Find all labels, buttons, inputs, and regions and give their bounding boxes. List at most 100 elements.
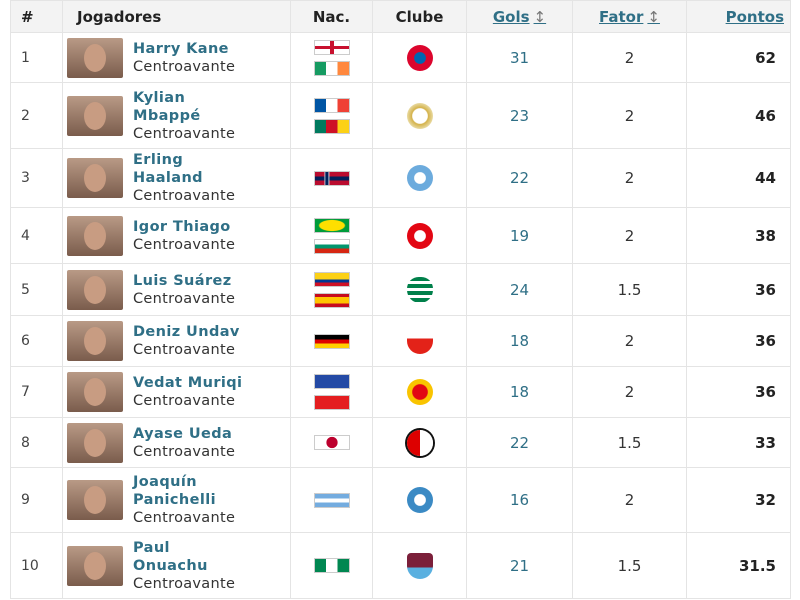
club-cell xyxy=(372,207,467,264)
flag-germany-icon xyxy=(313,333,350,349)
player-cell: Erling Haaland Centroavante xyxy=(62,148,291,208)
nationality-cell xyxy=(290,366,373,418)
nationality-cell xyxy=(290,207,373,264)
table-row: 1 Harry Kane Centroavante 31 2 62 xyxy=(10,32,791,83)
points-cell: 36 xyxy=(686,315,791,367)
nationality-cell xyxy=(290,263,373,316)
player-name[interactable]: Panichelli xyxy=(133,492,216,508)
nationality-cell xyxy=(290,315,373,367)
points-cell: 62 xyxy=(686,32,791,83)
flag-cameroon-icon xyxy=(313,118,350,134)
rank-cell: 1 xyxy=(10,32,63,83)
sort-factor-header[interactable]: Fator ↕ xyxy=(572,0,687,33)
factor-cell: 2 xyxy=(572,207,687,264)
sort-icon: ↕ xyxy=(647,7,660,26)
table-row: 5 Luis Suárez Centroavante 24 1.5 36 xyxy=(10,263,791,316)
sort-goals-header[interactable]: Gols ↕ xyxy=(466,0,573,33)
nationality-cell xyxy=(290,32,373,83)
flag-kosovo-icon xyxy=(313,374,350,389)
player-name[interactable]: Vedat Muriqi xyxy=(133,375,243,391)
player-name[interactable]: Ayase Ueda xyxy=(133,425,233,442)
goals-cell: 19 xyxy=(466,207,573,264)
flag-ireland-icon xyxy=(313,60,350,76)
flag-argentina-icon xyxy=(313,492,350,508)
goals-cell: 31 xyxy=(466,32,573,83)
points-cell: 46 xyxy=(686,82,791,149)
goals-cell: 18 xyxy=(466,315,573,367)
player-name[interactable]: Luis Suárez xyxy=(133,272,232,289)
factor-cell: 2 xyxy=(572,32,687,83)
table-row: 6 Deniz Undav Centroavante 18 2 36 xyxy=(10,315,791,367)
header-points-label: Pontos xyxy=(725,7,784,26)
player-name[interactable]: Harry Kane xyxy=(133,40,229,57)
flag-norway-icon xyxy=(313,170,350,186)
club-cell xyxy=(372,315,467,367)
player-name[interactable]: Mbappé xyxy=(133,107,201,124)
flag-nigeria-icon xyxy=(313,558,350,573)
player-name[interactable]: Erling xyxy=(133,152,184,168)
club-cell xyxy=(372,32,467,83)
club-mallorca-icon xyxy=(406,379,433,405)
factor-cell: 1.5 xyxy=(572,532,687,599)
club-manchester-city-icon xyxy=(406,165,433,191)
rank-cell: 8 xyxy=(10,417,63,468)
header-goals-label: Gols xyxy=(492,7,530,26)
factor-cell: 1.5 xyxy=(572,263,687,316)
player-avatar xyxy=(67,158,123,198)
club-stuttgart-icon xyxy=(406,328,433,354)
header-nationality: Nac. xyxy=(290,0,373,33)
ranking-table: # Jogadores Nac. Clube Gols ↕ Fator ↕ Pont… xyxy=(10,0,791,599)
points-cell: 44 xyxy=(686,148,791,208)
header-club: Clube xyxy=(372,0,467,33)
player-cell: Ayase Ueda Centroavante xyxy=(62,417,291,468)
rank-cell: 9 xyxy=(10,467,63,533)
club-cell xyxy=(372,532,467,599)
nationality-cell xyxy=(290,148,373,208)
goals-cell: 24 xyxy=(466,263,573,316)
player-name[interactable]: Joaquín xyxy=(133,474,197,490)
player-avatar xyxy=(67,480,123,520)
header-row: # Jogadores Nac. Clube Gols ↕ Fator ↕ Pont… xyxy=(10,0,791,33)
club-cell xyxy=(372,148,467,208)
flag-england-icon xyxy=(313,39,350,55)
table-row: 2 Kylian Mbappé Centroavante 23 2 46 xyxy=(10,82,791,149)
player-position: Centroavante xyxy=(133,290,236,307)
nationality-cell xyxy=(290,467,373,533)
player-name[interactable]: Kylian xyxy=(133,89,186,106)
player-avatar xyxy=(67,95,123,136)
flag-france-icon xyxy=(313,97,350,113)
player-name[interactable]: Haaland xyxy=(133,170,203,186)
nationality-cell xyxy=(290,417,373,468)
table-row: 10 Paul Onuachu Centroavante 21 1.5 31.5 xyxy=(10,532,791,599)
points-cell: 32 xyxy=(686,467,791,533)
player-cell: Harry Kane Centroavante xyxy=(62,32,291,83)
points-cell: 36 xyxy=(686,366,791,418)
points-cell: 31.5 xyxy=(686,532,791,599)
factor-cell: 2 xyxy=(572,467,687,533)
header-rank: # xyxy=(10,0,63,33)
player-avatar xyxy=(67,372,123,412)
goals-cell: 18 xyxy=(466,366,573,418)
club-feyenoord-icon xyxy=(406,429,433,456)
sort-points-header[interactable]: Pontos xyxy=(686,0,791,33)
club-brentford-icon xyxy=(406,222,433,249)
goals-cell: 22 xyxy=(466,417,573,468)
player-position: Centroavante xyxy=(133,443,236,460)
player-name[interactable]: Igor Thiago xyxy=(133,218,231,235)
goals-cell: 16 xyxy=(466,467,573,533)
sort-icon: ↕ xyxy=(533,7,547,26)
player-name[interactable]: Paul xyxy=(133,539,170,556)
club-cell xyxy=(372,366,467,418)
club-cell xyxy=(372,82,467,149)
player-name[interactable]: Onuachu xyxy=(133,557,208,574)
player-name[interactable]: Deniz Undav xyxy=(133,324,240,340)
player-cell: Igor Thiago Centroavante xyxy=(62,207,291,264)
player-avatar xyxy=(67,321,123,361)
player-position: Centroavante xyxy=(133,342,236,358)
player-position: Centroavante xyxy=(133,575,236,592)
rank-cell: 2 xyxy=(10,82,63,149)
player-cell: Vedat Muriqi Centroavante xyxy=(62,366,291,418)
player-cell: Deniz Undav Centroavante xyxy=(62,315,291,367)
table-row: 8 Ayase Ueda Centroavante 22 1.5 33 xyxy=(10,417,791,468)
header-factor-label: Fator xyxy=(599,7,644,26)
